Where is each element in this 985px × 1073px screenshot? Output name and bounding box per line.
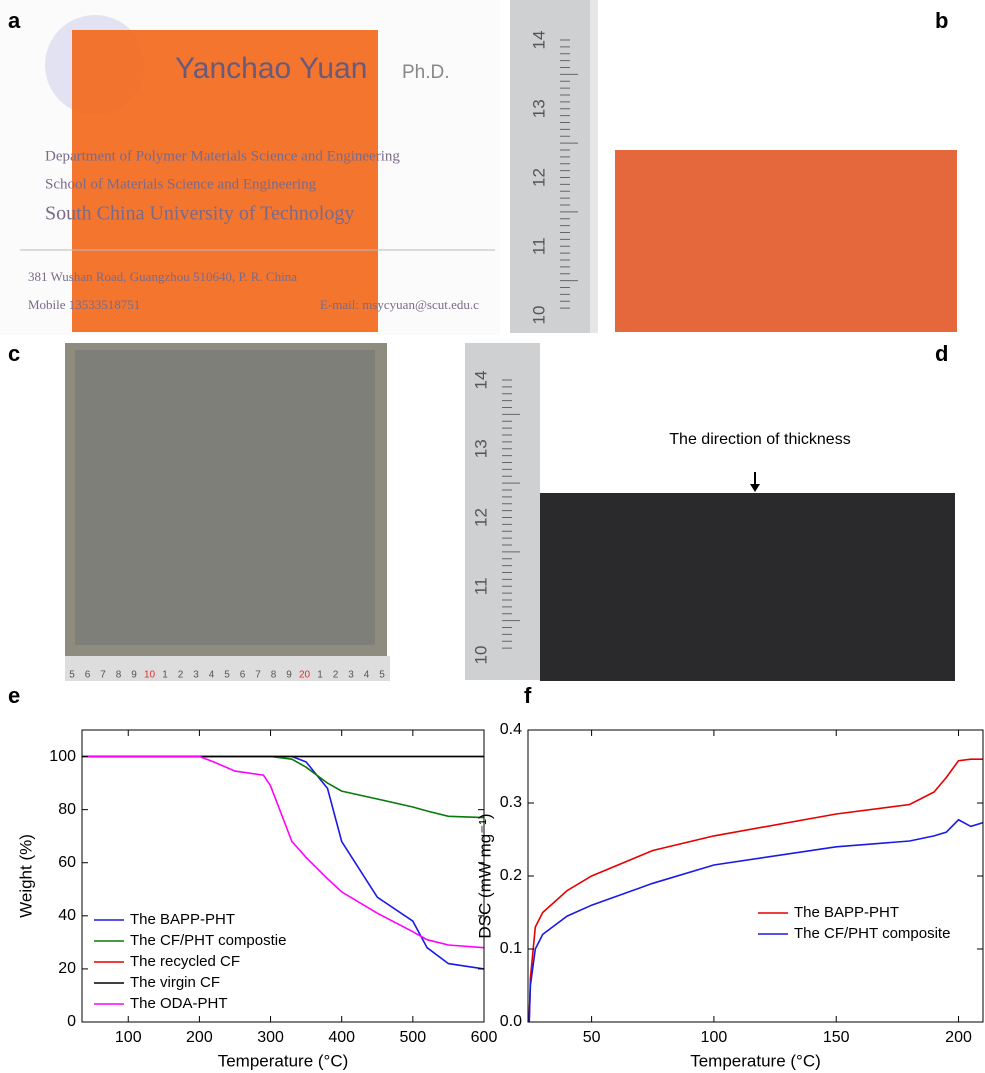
black-slab <box>540 493 955 681</box>
ruler-number: 9 <box>286 670 292 681</box>
ruler-number: 20 <box>299 670 311 681</box>
y-axis-title: Weight (%) <box>16 834 35 918</box>
ruler-number: 8 <box>116 670 122 681</box>
y-tick-label: 0.1 <box>500 940 522 957</box>
card-email: E-mail: msycyuan@scut.edu.c <box>320 297 479 312</box>
figure: Yanchao Yuan Ph.D. Department of Polymer… <box>0 0 985 1073</box>
ruler-number: 11 <box>471 577 490 595</box>
card-degree: Ph.D. <box>402 62 450 83</box>
legend-label: The virgin CF <box>130 974 220 991</box>
ruler-number: 4 <box>364 670 370 681</box>
ruler-number: 6 <box>240 670 246 681</box>
data-line <box>529 759 983 1022</box>
panel-label: c <box>8 341 20 366</box>
card-name: Yanchao Yuan <box>175 52 367 85</box>
ruler-number: 2 <box>333 670 339 681</box>
ruler-number: 9 <box>131 670 137 681</box>
panel-label: e <box>8 683 20 708</box>
x-tick-label: 50 <box>583 1029 601 1046</box>
y-tick-label: 0.4 <box>500 721 522 738</box>
legend-label: The recycled CF <box>130 953 240 970</box>
y-tick-label: 20 <box>58 960 76 977</box>
ruler-number: 2 <box>178 670 184 681</box>
ruler-edge <box>590 0 598 333</box>
panel-label: f <box>524 683 532 708</box>
ruler-number: 5 <box>69 670 75 681</box>
legend-label: The BAPP-PHT <box>794 904 899 921</box>
y-tick-label: 100 <box>49 748 76 765</box>
data-line <box>529 820 983 1022</box>
ruler-number: 3 <box>193 670 199 681</box>
ruler-number: 10 <box>529 306 548 325</box>
card-line: 381 Wushan Road, Guangzhou 510640, P. R.… <box>28 269 297 284</box>
ruler-number: 8 <box>271 670 277 681</box>
y-tick-label: 0.2 <box>500 867 522 884</box>
ruler-number: 3 <box>348 670 354 681</box>
legend-label: The ODA-PHT <box>130 995 228 1012</box>
y-tick-label: 40 <box>58 907 76 924</box>
ruler-number: 13 <box>471 439 490 458</box>
ruler <box>510 0 598 333</box>
orange-slab <box>615 150 957 332</box>
x-axis-title: Temperature (°C) <box>690 1051 821 1070</box>
x-tick-label: 300 <box>257 1029 284 1046</box>
legend-label: The BAPP-PHT <box>130 911 235 928</box>
ruler-number: 5 <box>224 670 230 681</box>
legend-label: The CF/PHT composite <box>794 925 950 942</box>
axes-frame <box>528 730 983 1022</box>
legend-label: The CF/PHT compostie <box>130 932 286 949</box>
ruler-number: 11 <box>529 237 548 255</box>
x-tick-label: 100 <box>701 1029 728 1046</box>
annotation: The direction of thickness <box>669 431 850 448</box>
ruler-number: 12 <box>529 168 548 187</box>
card-line: School of Materials Science and Engineer… <box>45 176 317 192</box>
ruler-number: 7 <box>255 670 261 681</box>
card-line: South China University of Technology <box>45 203 354 225</box>
arrow-head <box>750 484 760 492</box>
ruler-number: 5 <box>379 670 385 681</box>
card-mobile: Mobile 13533518751 <box>28 297 140 312</box>
ruler-number: 1 <box>162 670 168 681</box>
x-tick-label: 600 <box>471 1029 498 1046</box>
x-tick-label: 200 <box>945 1029 972 1046</box>
x-tick-label: 400 <box>328 1029 355 1046</box>
y-tick-label: 0.3 <box>500 794 522 811</box>
y-tick-label: 0 <box>67 1013 76 1030</box>
x-tick-label: 500 <box>399 1029 426 1046</box>
x-axis-title: Temperature (°C) <box>218 1051 349 1070</box>
ruler-number: 12 <box>471 508 490 527</box>
ruler-number: 14 <box>471 371 490 390</box>
panel-label: b <box>935 8 948 33</box>
ruler-number: 13 <box>529 99 548 118</box>
y-tick-label: 80 <box>58 801 76 818</box>
y-axis-title: DSC (mW mg⁻¹) <box>475 813 494 938</box>
ruler-number: 7 <box>100 670 106 681</box>
ruler-number: 10 <box>471 646 490 665</box>
x-tick-label: 150 <box>823 1029 850 1046</box>
ruler-number: 1 <box>317 670 323 681</box>
ruler-number: 4 <box>209 670 215 681</box>
x-tick-label: 100 <box>115 1029 142 1046</box>
data-line <box>82 757 484 818</box>
panel-label: d <box>935 341 948 366</box>
card-line: Department of Polymer Materials Science … <box>45 148 400 164</box>
ruler-number: 14 <box>529 31 548 50</box>
ruler-number: 6 <box>85 670 91 681</box>
y-tick-label: 0.0 <box>500 1013 522 1030</box>
panel-label: a <box>8 8 21 33</box>
fabric-inner <box>75 350 375 645</box>
y-tick-label: 60 <box>58 854 76 871</box>
ruler-number: 10 <box>144 670 156 681</box>
x-tick-label: 200 <box>186 1029 213 1046</box>
